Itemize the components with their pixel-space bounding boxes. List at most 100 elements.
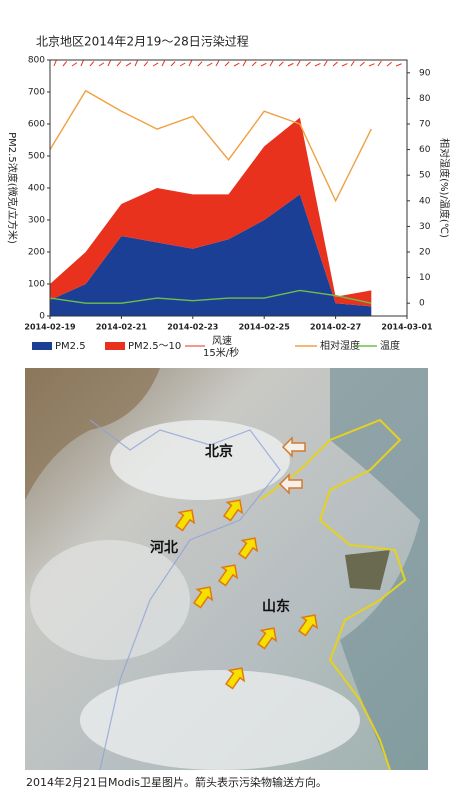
y-tick-label: 800 <box>28 56 45 66</box>
wind-barb <box>107 60 111 67</box>
x-tick-label: 2014-02-23 <box>167 323 218 332</box>
legend-label: 相对湿度 <box>320 339 360 352</box>
y2-tick-label: 20 <box>419 248 431 258</box>
wind-barb <box>278 61 284 67</box>
wind-barb <box>314 63 321 67</box>
wind-barb <box>341 63 348 67</box>
transport-arrow <box>192 586 214 609</box>
wind-barb <box>161 60 166 67</box>
satellite-image: 北京 河北 山东 <box>25 368 428 771</box>
wind-barb <box>170 61 176 67</box>
y2-tick-label: 0 <box>419 299 425 309</box>
wind-barb <box>143 61 149 67</box>
y2-tick-label: 90 <box>419 68 431 78</box>
y-tick-label: 600 <box>28 120 45 130</box>
wind-barb <box>188 60 193 67</box>
land <box>345 550 390 590</box>
transport-arrow <box>222 499 244 522</box>
y2-tick-label: 10 <box>419 273 431 283</box>
legend-label: PM2.5 <box>55 341 86 352</box>
line <box>49 89 372 203</box>
cloud <box>30 540 190 660</box>
y-tick-label: 300 <box>28 216 45 226</box>
wind-barb <box>368 63 375 67</box>
coastline <box>259 418 407 771</box>
wind-barb <box>377 60 382 67</box>
y-tick-label: 500 <box>28 152 45 162</box>
x-tick-label: 2014-03-01 <box>381 323 433 332</box>
wind-barb <box>62 61 68 67</box>
line <box>49 289 372 304</box>
y-tick-label: 200 <box>28 248 45 258</box>
wind-barb <box>116 61 122 67</box>
wind-barb <box>296 60 301 67</box>
transport-arrow <box>224 667 246 690</box>
wind-barb <box>350 60 355 67</box>
x-tick-label: 2014-02-19 <box>24 323 76 332</box>
legend-swatch <box>32 342 52 350</box>
wind-barb <box>269 60 274 67</box>
chart-title: 北京地区2014年2月19～28日污染过程 <box>36 34 249 49</box>
cloud <box>80 670 360 770</box>
x-tick-label: 2014-02-25 <box>239 323 291 332</box>
legend-label: 温度 <box>380 339 400 352</box>
wind-barb <box>224 61 230 67</box>
wind-barb <box>359 61 365 67</box>
wind-barb <box>71 62 78 67</box>
sea <box>330 368 428 770</box>
x-tick-label: 2014-02-27 <box>310 323 361 332</box>
wind-barb <box>251 61 257 67</box>
y2-tick-label: 70 <box>419 120 431 130</box>
map-label: 北京 <box>205 443 233 460</box>
wind-barb <box>242 60 247 67</box>
wind-barb <box>125 62 132 67</box>
wind-barb <box>395 63 402 67</box>
legend-swatch <box>105 342 125 350</box>
y2-tick-label: 30 <box>419 222 431 232</box>
border <box>89 419 281 771</box>
transport-arrow <box>174 509 196 532</box>
wind-barb <box>287 62 294 67</box>
cloud <box>110 420 290 500</box>
caption: 2014年2月21日Modis卫星图片。箭头表示污染物输送方向。 <box>26 775 327 789</box>
wind-barb <box>332 61 338 67</box>
wind-barb <box>233 62 240 67</box>
y-tick-label: 0 <box>39 312 45 322</box>
transport-arrow <box>237 537 259 560</box>
transport-arrow <box>281 436 306 458</box>
wind-barb <box>386 61 392 67</box>
map-label: 山东 <box>262 598 290 615</box>
wind-barb <box>206 62 213 67</box>
y2-tick-label: 50 <box>419 171 431 181</box>
wind-barb <box>80 60 84 67</box>
y2-tick-label: 40 <box>419 196 431 206</box>
transport-arrow <box>278 473 303 495</box>
wind-barb <box>260 62 267 67</box>
y-tick-label: 100 <box>28 280 45 290</box>
wind-barb <box>98 62 105 67</box>
y-axis-label: PM2.5浓度(微克/立方米) <box>6 132 19 244</box>
y-tick-label: 700 <box>28 88 45 98</box>
wind-barb <box>89 61 95 67</box>
wind-barb <box>215 60 220 67</box>
legend-label: 风速 <box>212 335 232 347</box>
wind-barb <box>53 60 57 67</box>
y-tick-label: 400 <box>28 184 45 194</box>
area <box>50 194 372 316</box>
y2-tick-label: 60 <box>419 145 431 155</box>
wind-barb <box>179 62 186 67</box>
legend-label: PM2.5～10 <box>128 341 181 352</box>
wind-barb <box>323 60 328 67</box>
transport-arrow <box>297 614 319 637</box>
land <box>25 368 160 500</box>
y2-axis-label: 相对湿度(%)/温度(℃) <box>438 138 451 238</box>
wind-barb <box>152 62 159 67</box>
y2-tick-label: 80 <box>419 94 431 104</box>
map-label: 河北 <box>150 539 178 556</box>
wind-barb <box>134 60 138 67</box>
legend-label: 15米/秒 <box>203 346 239 359</box>
transport-arrow <box>256 627 278 650</box>
chart: 0 100 200 300 400 500 600 700 800 0 10 20 30 40 50 60 70… <box>6 56 451 360</box>
x-tick-label: 2014-02-21 <box>96 323 148 332</box>
